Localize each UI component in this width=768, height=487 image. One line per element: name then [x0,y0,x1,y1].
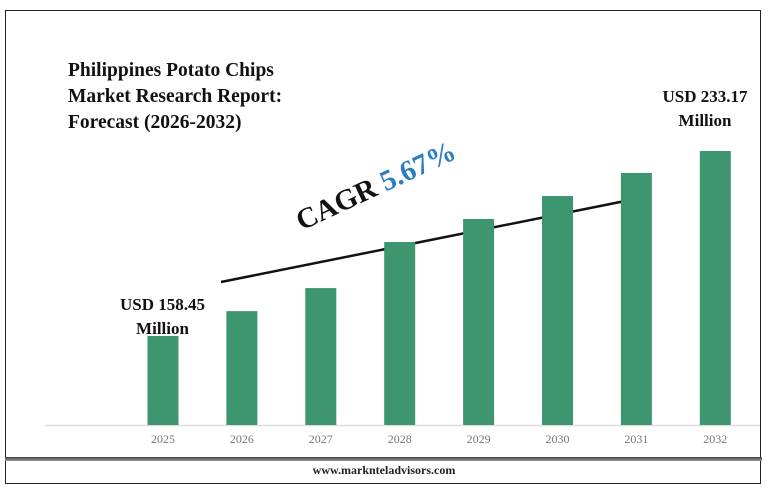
bar-2028 [384,242,416,425]
bar-2027 [305,288,337,425]
x-tick-label: 2027 [309,432,333,446]
bar-2030 [542,195,573,425]
chart-frame [5,10,761,484]
start-value-label: USD 158.45 Million [119,295,205,338]
cagr-trend-line [220,194,651,284]
bar-2029 [463,219,495,425]
bar-2031 [620,172,652,425]
x-tick-label: 2030 [546,432,570,446]
bar-2026 [226,311,258,425]
x-tick-label: 2028 [388,432,412,446]
end-value-label: USD 233.17 Million [662,87,748,130]
footer-divider [5,457,762,461]
x-tick-label: 2026 [230,432,254,446]
x-tick-label: 2031 [624,432,648,446]
bar-2025 [147,335,179,425]
chart-title: Philippines Potato Chips Market Research… [68,60,283,133]
x-tick-label: 2025 [151,432,175,446]
footer-url: www.marknteladvisors.com [312,463,456,477]
bar-2032 [699,150,731,425]
x-tick-label: 2029 [467,432,491,446]
x-tick-label: 2032 [703,432,727,446]
